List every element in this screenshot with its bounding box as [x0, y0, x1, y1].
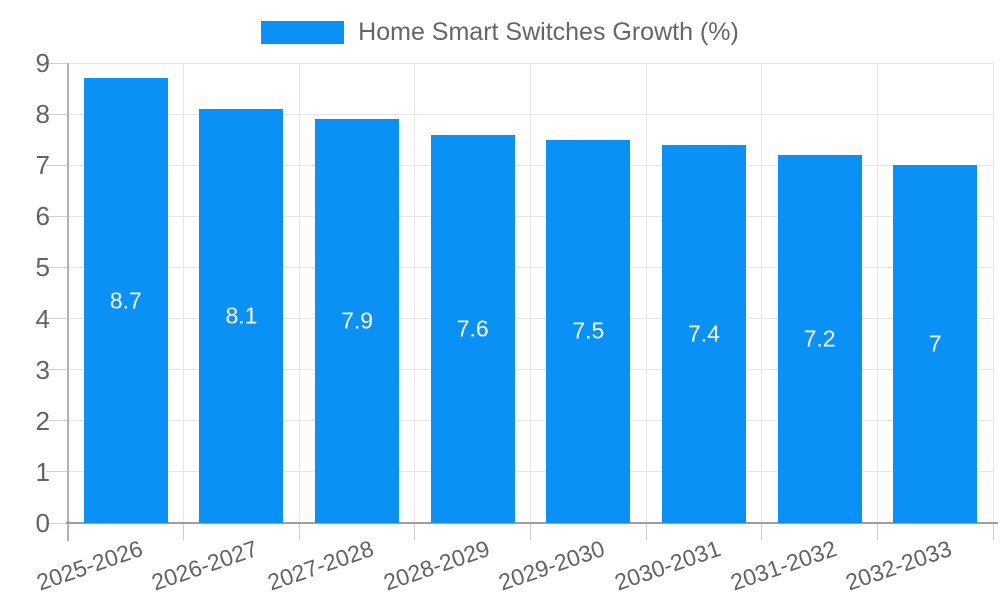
y-axis-tick-label: 1: [35, 456, 50, 487]
x-axis-tick: [761, 523, 763, 540]
bar-value-label: 8.1: [225, 302, 258, 329]
x-axis-tick: [414, 523, 416, 540]
bar-2032-2033: 7: [893, 165, 978, 523]
gridline-vertical: [183, 63, 185, 523]
y-axis-tick-label: 3: [35, 354, 50, 385]
y-axis-tick: [46, 113, 68, 115]
y-axis-tick: [46, 62, 68, 64]
bar-2025-2026: 8.7: [83, 78, 168, 523]
y-axis-tick-label: 8: [35, 99, 50, 130]
bar-value-label: 7: [928, 330, 942, 357]
bar-value-label: 7.9: [341, 307, 374, 334]
y-axis-tick: [46, 318, 68, 320]
gridline-vertical: [414, 63, 416, 523]
x-axis-tick: [876, 523, 878, 540]
bar-2028-2029: 7.6: [430, 134, 515, 523]
x-axis-tick: [992, 523, 994, 540]
y-axis-tick-label: 9: [35, 48, 50, 78]
y-axis-tick-label: 4: [35, 303, 50, 334]
bar-2026-2027: 8.1: [199, 109, 284, 523]
y-axis-tick: [46, 369, 68, 371]
y-axis-tick: [46, 266, 68, 268]
gridline-vertical: [530, 63, 531, 523]
x-axis-tick: [183, 523, 185, 540]
bar-2027-2028: 7.9: [315, 119, 400, 523]
y-axis-tick: [46, 471, 68, 473]
gridline-vertical: [645, 63, 647, 523]
y-axis-tick-label: 0: [35, 508, 50, 538]
bar-value-label: 8.7: [109, 287, 142, 314]
gridline-vertical: [298, 63, 300, 523]
bar-2031-2032: 7.2: [777, 155, 862, 523]
y-axis-tick: [46, 164, 68, 166]
x-axis-tick: [645, 523, 647, 540]
y-axis-tick-label: 7: [35, 150, 50, 181]
gridline-vertical: [992, 63, 994, 523]
legend-label: Home Smart Switches Growth (%): [358, 18, 739, 46]
bar-value-label: 7.2: [803, 325, 836, 352]
y-axis-tick-label: 2: [35, 405, 50, 436]
bar-2030-2031: 7.4: [661, 144, 746, 523]
x-axis-line: [66, 522, 998, 524]
legend: Home Smart Switches Growth (%): [0, 20, 1000, 45]
legend-swatch: [261, 21, 345, 44]
x-axis-tick: [298, 523, 300, 540]
y-axis-tick-label: 6: [35, 201, 50, 232]
plot-area: 8.7 8.1 7.9 7.6 7.5 7.4 7.2 7: [46, 62, 998, 541]
y-axis-tick: [46, 522, 68, 524]
x-axis-tick: [530, 523, 531, 540]
y-axis-tick: [46, 215, 68, 217]
gridline-vertical: [761, 63, 763, 523]
y-axis-tick-label: 5: [35, 252, 50, 283]
y-axis-line: [67, 63, 69, 541]
bar-value-label: 7.4: [687, 320, 720, 347]
y-axis-tick: [46, 420, 68, 422]
gridline-vertical: [876, 63, 878, 523]
bar-value-label: 7.6: [456, 315, 489, 342]
bar-value-label: 7.5: [572, 317, 605, 344]
bar-2029-2030: 7.5: [546, 139, 631, 523]
